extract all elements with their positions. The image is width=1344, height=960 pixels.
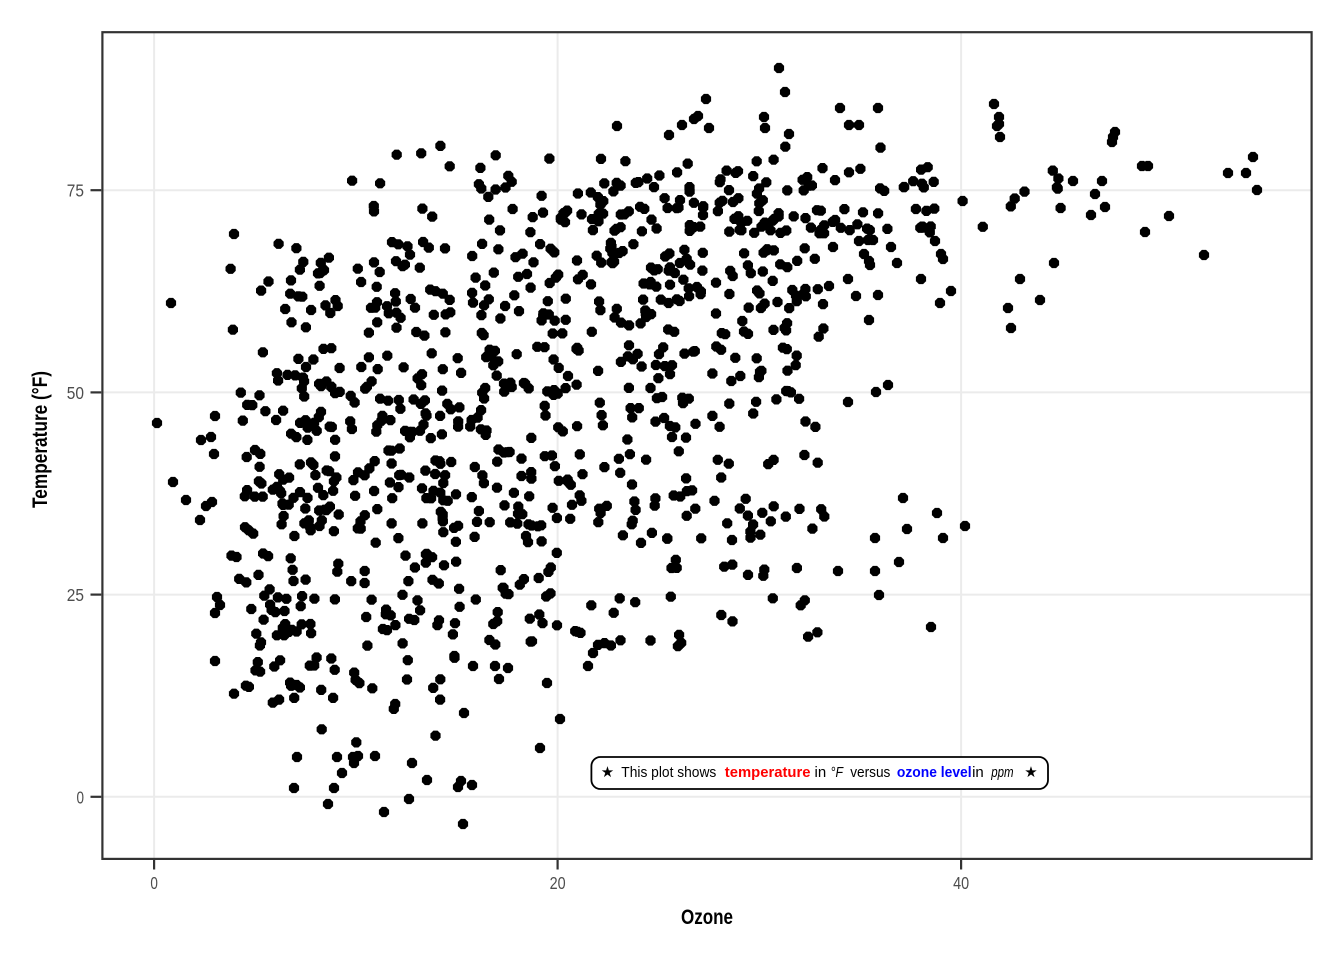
svg-text:★: ★ xyxy=(601,764,614,781)
svg-text:40: 40 xyxy=(953,873,969,893)
svg-text:75: 75 xyxy=(67,181,84,201)
svg-text:50: 50 xyxy=(67,383,84,403)
svg-text:ppm: ppm xyxy=(991,764,1014,781)
svg-text:20: 20 xyxy=(550,873,566,893)
svg-text:0: 0 xyxy=(150,873,158,893)
svg-text:ozone level: ozone level xyxy=(897,764,972,781)
svg-text:in: in xyxy=(815,764,827,781)
svg-text:versus: versus xyxy=(850,764,890,781)
svg-text:temperature: temperature xyxy=(725,764,811,781)
svg-text:in: in xyxy=(972,764,984,781)
svg-text:This plot shows: This plot shows xyxy=(621,764,716,781)
svg-text:°F: °F xyxy=(831,764,844,781)
svg-text:Temperature (°F): Temperature (°F) xyxy=(29,371,52,508)
svg-text:Ozone: Ozone xyxy=(681,906,733,929)
svg-text:25: 25 xyxy=(67,585,84,605)
svg-text:0: 0 xyxy=(77,787,85,807)
svg-text:★: ★ xyxy=(1024,764,1037,781)
